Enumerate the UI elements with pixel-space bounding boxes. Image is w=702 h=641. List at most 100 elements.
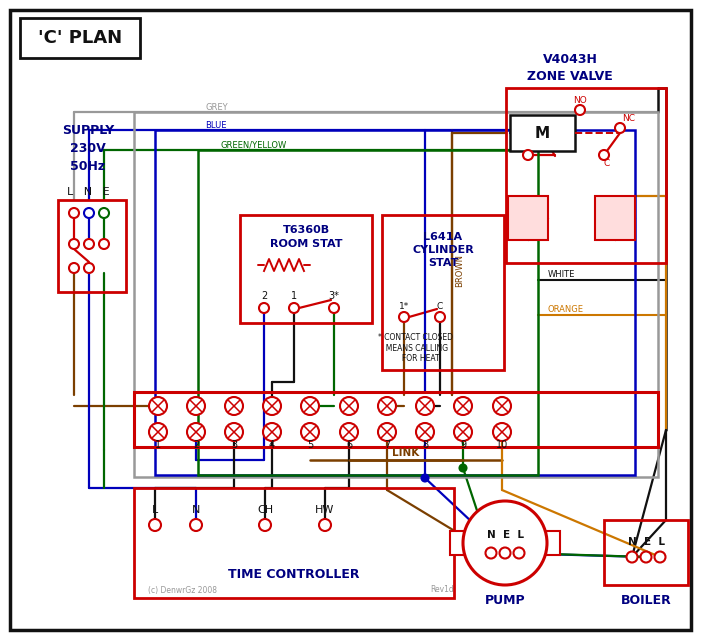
Circle shape [399,312,409,322]
Circle shape [149,519,161,531]
Text: N: N [192,505,200,515]
Text: 3*: 3* [329,291,340,301]
Text: 2: 2 [261,291,267,301]
Text: * CONTACT CLOSED
  MEANS CALLING
     FOR HEAT: * CONTACT CLOSED MEANS CALLING FOR HEAT [378,333,453,363]
Text: 3: 3 [231,440,237,450]
Text: NC: NC [622,113,635,122]
Circle shape [378,423,396,441]
Text: C: C [437,301,443,310]
Circle shape [149,397,167,415]
Bar [595,196,635,240]
Circle shape [523,150,533,160]
Circle shape [615,123,625,133]
Text: NO: NO [573,96,587,104]
Circle shape [84,263,94,273]
Text: 2: 2 [193,440,199,450]
Text: 7: 7 [384,440,390,450]
Text: SUPPLY
230V
50Hz: SUPPLY 230V 50Hz [62,124,114,172]
Circle shape [187,423,205,441]
Bar [510,115,575,151]
Circle shape [416,423,434,441]
Circle shape [263,397,281,415]
Bar [508,196,548,240]
Text: ORANGE: ORANGE [548,304,584,313]
Text: M: M [534,126,550,140]
Text: 'C' PLAN: 'C' PLAN [38,29,122,47]
Circle shape [99,208,109,218]
Text: 5: 5 [307,440,313,450]
Text: GREY: GREY [205,103,227,112]
Bar [134,112,658,477]
Text: T6360B
ROOM STAT: T6360B ROOM STAT [270,226,343,249]
Circle shape [259,519,271,531]
Bar [198,150,538,475]
Circle shape [454,423,472,441]
Circle shape [378,397,396,415]
Circle shape [69,263,79,273]
Text: LINK: LINK [392,448,420,458]
Text: 1*: 1* [399,301,409,310]
Circle shape [69,208,79,218]
Circle shape [84,208,94,218]
Text: TIME CONTROLLER: TIME CONTROLLER [228,567,359,581]
Circle shape [493,397,511,415]
Circle shape [187,397,205,415]
Bar [58,200,126,292]
Circle shape [69,239,79,249]
Text: Rev1d: Rev1d [430,585,453,594]
Circle shape [225,397,243,415]
Text: L   N   E: L N E [67,187,110,197]
Circle shape [654,551,665,563]
Circle shape [421,474,428,481]
Text: CH: CH [257,505,273,515]
Bar [604,520,688,585]
Text: 9: 9 [460,440,466,450]
Circle shape [460,465,467,472]
Circle shape [486,547,496,558]
Circle shape [640,551,651,563]
Circle shape [454,397,472,415]
Circle shape [500,547,510,558]
Text: WHITE: WHITE [548,269,576,278]
Bar [134,392,658,447]
Circle shape [190,519,202,531]
Circle shape [301,397,319,415]
Text: BLUE: BLUE [205,121,227,129]
Circle shape [225,423,243,441]
Text: N  E  L: N E L [486,530,524,540]
Bar [546,531,560,555]
Text: 8: 8 [422,440,428,450]
Circle shape [599,150,609,160]
Bar [20,18,140,58]
Text: 4: 4 [269,440,275,450]
Circle shape [340,423,358,441]
Bar [506,88,666,263]
Circle shape [99,239,109,249]
Text: BROWN: BROWN [455,253,464,287]
Circle shape [329,303,339,313]
Text: V4043H
ZONE VALVE: V4043H ZONE VALVE [527,53,613,83]
Text: GREEN/YELLOW: GREEN/YELLOW [220,140,286,149]
Circle shape [435,312,445,322]
Circle shape [289,303,299,313]
Circle shape [301,423,319,441]
Circle shape [84,239,94,249]
Bar [450,531,464,555]
Text: 10: 10 [496,440,508,450]
Text: 6: 6 [346,440,352,450]
Bar [155,130,635,475]
Text: BOILER: BOILER [621,594,671,606]
Circle shape [263,423,281,441]
Circle shape [575,105,585,115]
Text: HW: HW [315,505,335,515]
Circle shape [149,423,167,441]
Bar [382,215,504,370]
Text: L: L [152,505,158,515]
Circle shape [463,501,547,585]
Circle shape [493,423,511,441]
Text: N  E  L: N E L [628,537,665,547]
Bar [240,215,372,323]
Text: (c) DenwrGz 2008: (c) DenwrGz 2008 [148,585,217,594]
Circle shape [626,551,637,563]
Text: PUMP: PUMP [484,594,525,608]
